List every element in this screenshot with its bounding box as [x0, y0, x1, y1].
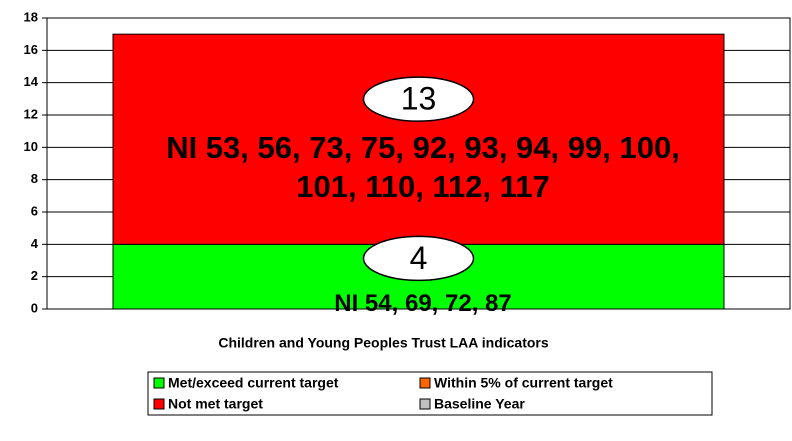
- legend-label: Within 5% of current target: [434, 375, 613, 391]
- y-tick-label: 4: [31, 236, 39, 251]
- y-tick-label: 16: [24, 42, 38, 57]
- value-label-bubble: [362, 76, 475, 122]
- y-tick-label: 2: [31, 268, 38, 283]
- legend-label: Baseline Year: [434, 396, 525, 412]
- value-label: 13: [401, 81, 437, 117]
- y-tick-label: 6: [31, 203, 38, 218]
- y-tick-label: 8: [31, 171, 38, 186]
- annotation: NI 54, 69, 72, 87: [334, 290, 512, 317]
- x-category-label: Children and Young Peoples Trust LAA ind…: [218, 335, 549, 351]
- y-tick-label: 14: [24, 74, 39, 89]
- value-label-bubble: [362, 235, 475, 282]
- value-label: 4: [410, 240, 428, 276]
- legend-swatch: [153, 398, 165, 410]
- legend-swatch: [419, 398, 431, 410]
- y-tick-label: 10: [24, 139, 38, 154]
- y-tick-label: 0: [31, 300, 38, 315]
- legend-swatch: [153, 377, 165, 389]
- legend-label: Not met target: [168, 396, 263, 412]
- annotation: NI 53, 56, 73, 75, 92, 93, 94, 99, 100, …: [166, 130, 680, 204]
- legend-swatch: [419, 377, 431, 389]
- legend-label: Met/exceed current target: [168, 375, 339, 391]
- y-tick-label: 12: [24, 106, 38, 121]
- bar-segment: [112, 33, 725, 245]
- y-tick-label: 18: [24, 9, 38, 24]
